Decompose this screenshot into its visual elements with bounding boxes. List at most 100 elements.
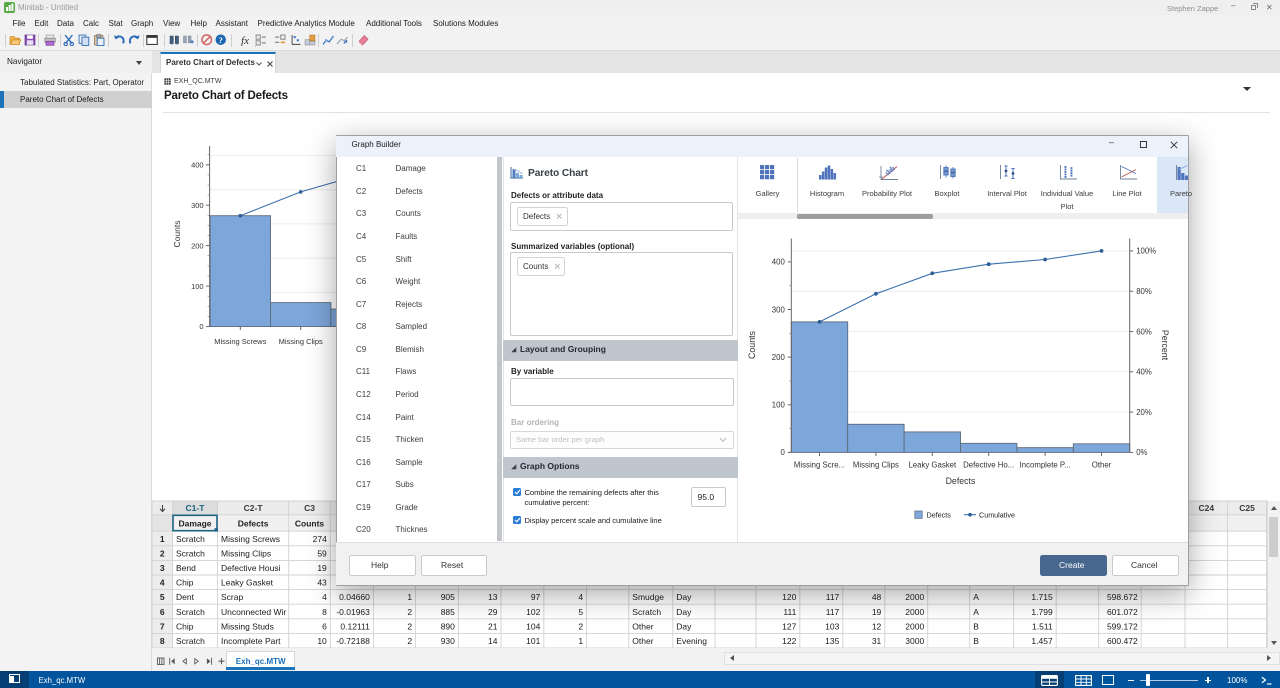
svg-text:29: 29 bbox=[488, 607, 498, 617]
svg-text:fx: fx bbox=[241, 35, 249, 46]
svg-text:2: 2 bbox=[578, 621, 583, 631]
svg-text:C3: C3 bbox=[304, 503, 315, 513]
svg-text:Cumulative: Cumulative bbox=[979, 511, 1015, 520]
svg-text:?: ? bbox=[219, 35, 223, 45]
svg-text:Evening: Evening bbox=[676, 636, 707, 646]
svg-text:C1-T: C1-T bbox=[186, 503, 206, 513]
svg-text:12: 12 bbox=[872, 621, 882, 631]
svg-text:21: 21 bbox=[488, 621, 498, 631]
svg-text:-0.72188: -0.72188 bbox=[336, 636, 370, 646]
svg-text:Scratch: Scratch bbox=[176, 534, 205, 544]
svg-text:120: 120 bbox=[782, 592, 796, 602]
svg-text:2: 2 bbox=[407, 621, 412, 631]
svg-text:Missing Clips: Missing Clips bbox=[853, 461, 899, 470]
svg-text:103: 103 bbox=[825, 621, 839, 631]
svg-text:2: 2 bbox=[407, 607, 412, 617]
svg-text:Counts: Counts bbox=[295, 518, 325, 528]
svg-text:Scratch: Scratch bbox=[176, 548, 205, 558]
svg-text:100: 100 bbox=[772, 401, 786, 410]
svg-text:60%: 60% bbox=[1136, 327, 1152, 336]
svg-text:0.04660: 0.04660 bbox=[339, 592, 370, 602]
svg-text:274: 274 bbox=[313, 534, 327, 544]
svg-text:1: 1 bbox=[160, 534, 165, 544]
svg-text:3000: 3000 bbox=[905, 636, 924, 646]
svg-text:Day: Day bbox=[676, 607, 692, 617]
svg-text:80%: 80% bbox=[1136, 287, 1152, 296]
svg-text:6: 6 bbox=[160, 607, 165, 617]
svg-text:122: 122 bbox=[782, 636, 796, 646]
svg-text:885: 885 bbox=[441, 607, 455, 617]
svg-text:600.472: 600.472 bbox=[1107, 636, 1138, 646]
svg-text:Other: Other bbox=[1092, 461, 1112, 470]
svg-text:Other: Other bbox=[632, 636, 653, 646]
svg-text:Missing Studs: Missing Studs bbox=[221, 621, 274, 631]
svg-text:Missing Clips: Missing Clips bbox=[279, 337, 323, 346]
svg-text:400: 400 bbox=[191, 161, 204, 170]
svg-text:Incomplete Part: Incomplete Part bbox=[221, 636, 281, 646]
svg-text:14: 14 bbox=[488, 636, 498, 646]
svg-text:10: 10 bbox=[317, 636, 327, 646]
svg-text:1.511: 1.511 bbox=[1032, 621, 1053, 631]
svg-text:B: B bbox=[973, 621, 979, 631]
svg-text:100: 100 bbox=[191, 282, 204, 291]
svg-text:1: 1 bbox=[578, 636, 583, 646]
svg-text:905: 905 bbox=[441, 592, 455, 602]
svg-text:Defects: Defects bbox=[238, 518, 269, 528]
svg-text:Day: Day bbox=[676, 621, 692, 631]
svg-text:Scrap: Scrap bbox=[221, 592, 243, 602]
svg-text:102: 102 bbox=[526, 607, 540, 617]
svg-text:40%: 40% bbox=[1136, 368, 1152, 377]
svg-text:Defective Housi: Defective Housi bbox=[221, 563, 281, 573]
svg-text:C24: C24 bbox=[1198, 503, 1214, 513]
svg-text:Scratch: Scratch bbox=[176, 607, 205, 617]
svg-text:59: 59 bbox=[317, 548, 327, 558]
svg-text:B: B bbox=[973, 636, 979, 646]
svg-text:C25: C25 bbox=[1239, 503, 1255, 513]
svg-text:Defects: Defects bbox=[946, 476, 976, 486]
svg-text:Counts: Counts bbox=[747, 330, 757, 358]
svg-text:Percent: Percent bbox=[1160, 330, 1170, 361]
svg-text:0.12111: 0.12111 bbox=[340, 621, 370, 631]
svg-text:A: A bbox=[973, 607, 979, 617]
svg-text:0%: 0% bbox=[1136, 448, 1147, 457]
svg-text:Defective Ho...: Defective Ho... bbox=[963, 461, 1014, 470]
svg-text:1: 1 bbox=[407, 592, 412, 602]
svg-text:Incomplete P...: Incomplete P... bbox=[1020, 461, 1071, 470]
svg-text:5: 5 bbox=[578, 607, 583, 617]
svg-text:Leaky Gasket: Leaky Gasket bbox=[221, 578, 274, 588]
svg-text:Smudge: Smudge bbox=[632, 592, 664, 602]
svg-text:97: 97 bbox=[531, 592, 541, 602]
svg-text:6: 6 bbox=[322, 621, 327, 631]
svg-text:117: 117 bbox=[826, 592, 840, 602]
svg-text:4: 4 bbox=[322, 592, 327, 602]
svg-text:300: 300 bbox=[772, 305, 786, 314]
svg-text:Counts: Counts bbox=[172, 221, 182, 248]
svg-text:Missing Screws: Missing Screws bbox=[221, 534, 280, 544]
svg-text:Damage: Damage bbox=[178, 518, 211, 528]
svg-text:Unconnected Wir: Unconnected Wir bbox=[221, 607, 286, 617]
svg-text:Missing Clips: Missing Clips bbox=[221, 548, 271, 558]
svg-text:598.672: 598.672 bbox=[1107, 592, 1138, 602]
svg-text:Scratch: Scratch bbox=[632, 607, 661, 617]
svg-text:Missing Scre...: Missing Scre... bbox=[794, 461, 845, 470]
svg-text:8: 8 bbox=[160, 636, 165, 646]
svg-text:Day: Day bbox=[676, 592, 692, 602]
svg-text:1.799: 1.799 bbox=[1031, 607, 1053, 617]
svg-text:2: 2 bbox=[407, 636, 412, 646]
svg-text:0: 0 bbox=[199, 322, 203, 331]
svg-text:A: A bbox=[973, 592, 979, 602]
svg-text:31: 31 bbox=[872, 636, 882, 646]
svg-text:2: 2 bbox=[160, 548, 165, 558]
svg-text:930: 930 bbox=[441, 636, 455, 646]
svg-text:Leaky Gasket: Leaky Gasket bbox=[908, 461, 957, 470]
svg-text:135: 135 bbox=[825, 636, 839, 646]
svg-text:43: 43 bbox=[317, 578, 327, 588]
svg-text:19: 19 bbox=[317, 563, 327, 573]
svg-text:Scratch: Scratch bbox=[176, 636, 205, 646]
svg-text:200: 200 bbox=[772, 353, 786, 362]
svg-text:Missing Screws: Missing Screws bbox=[214, 337, 266, 346]
svg-text:101: 101 bbox=[526, 636, 540, 646]
svg-text:890: 890 bbox=[441, 621, 455, 631]
svg-text:2000: 2000 bbox=[905, 621, 924, 631]
svg-text:Bend: Bend bbox=[176, 563, 196, 573]
